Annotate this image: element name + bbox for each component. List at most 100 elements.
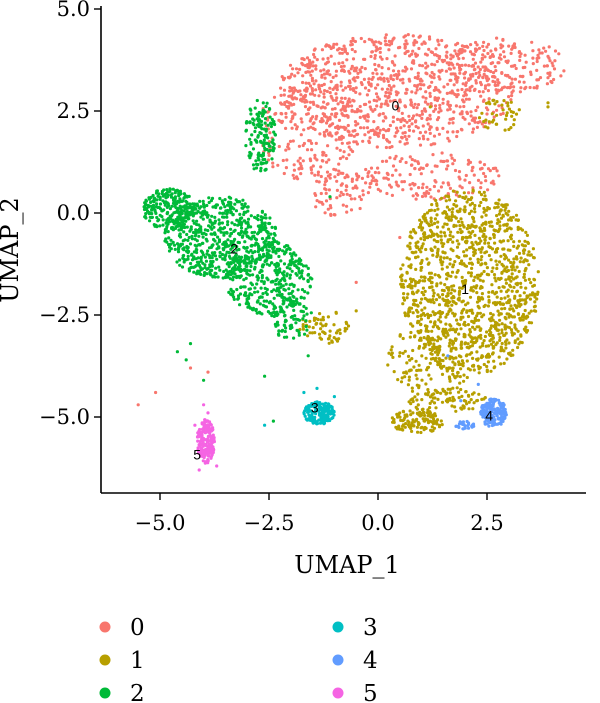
data-point	[455, 130, 459, 134]
data-point	[479, 336, 483, 340]
data-point	[227, 265, 231, 269]
data-point	[294, 259, 298, 263]
data-point	[295, 175, 299, 179]
data-point	[343, 96, 347, 100]
data-point	[442, 85, 446, 89]
data-point	[274, 282, 278, 286]
data-point	[427, 343, 431, 347]
data-point	[428, 131, 432, 135]
data-point	[346, 123, 350, 128]
data-point	[445, 50, 449, 54]
data-point	[507, 218, 511, 222]
data-point	[401, 131, 405, 135]
data-point	[446, 164, 450, 168]
data-point	[513, 303, 517, 307]
data-point	[440, 38, 444, 43]
data-point	[372, 43, 376, 47]
data-point	[439, 337, 443, 341]
data-point	[162, 188, 166, 192]
data-point	[476, 65, 480, 69]
data-point	[222, 247, 226, 252]
data-point	[308, 319, 312, 323]
data-point	[433, 388, 437, 392]
data-point	[249, 112, 253, 116]
data-point	[449, 230, 453, 234]
data-point	[435, 418, 440, 422]
data-point	[501, 247, 505, 251]
data-point	[156, 205, 160, 210]
data-point	[466, 426, 471, 430]
data-point	[433, 217, 437, 221]
data-point	[453, 312, 457, 316]
data-point	[334, 168, 338, 172]
data-point	[259, 286, 263, 290]
data-point	[465, 236, 469, 240]
data-point	[244, 144, 248, 148]
data-point	[228, 234, 232, 238]
data-point	[440, 267, 444, 271]
data-point	[318, 421, 323, 425]
data-point	[270, 225, 274, 229]
data-point	[535, 297, 539, 301]
data-point	[215, 242, 219, 246]
data-point	[287, 287, 291, 291]
data-point	[273, 225, 277, 229]
data-point	[374, 40, 378, 44]
data-point	[186, 214, 190, 218]
data-point	[528, 85, 532, 90]
data-point	[500, 71, 504, 75]
data-point	[202, 205, 206, 209]
data-point	[175, 188, 179, 192]
data-point	[210, 223, 214, 227]
data-point	[477, 236, 481, 240]
data-point	[229, 196, 233, 200]
data-point	[475, 125, 479, 129]
data-point	[482, 40, 486, 45]
data-point	[489, 369, 493, 373]
data-point	[459, 355, 463, 359]
data-point	[223, 256, 227, 260]
data-point	[347, 69, 351, 73]
data-point	[324, 62, 328, 66]
data-point	[522, 251, 526, 255]
data-point	[473, 61, 478, 65]
data-point	[416, 71, 420, 75]
data-point	[291, 304, 295, 308]
data-point	[281, 249, 285, 253]
data-point	[463, 49, 467, 53]
data-point	[362, 77, 366, 81]
data-point	[393, 63, 397, 67]
data-point	[463, 205, 467, 209]
data-point	[519, 334, 523, 338]
data-point	[451, 121, 455, 125]
data-point	[529, 281, 533, 285]
data-point	[315, 403, 319, 407]
data-point	[469, 286, 473, 290]
data-point	[306, 266, 310, 270]
data-point	[279, 306, 283, 310]
data-point	[143, 215, 147, 219]
data-point	[513, 294, 517, 298]
data-point	[553, 59, 557, 63]
data-point	[461, 427, 465, 431]
data-point	[354, 280, 358, 284]
data-point	[270, 314, 274, 318]
data-point	[372, 98, 376, 102]
data-point	[373, 62, 377, 67]
data-point	[351, 77, 355, 81]
data-point	[260, 312, 264, 316]
data-point	[232, 250, 236, 254]
data-point	[475, 357, 479, 361]
data-point	[384, 176, 388, 180]
data-point	[256, 300, 260, 304]
data-point	[235, 275, 239, 280]
data-point	[414, 241, 418, 245]
data-point	[392, 73, 397, 77]
data-point	[527, 277, 531, 281]
data-point	[444, 45, 448, 49]
data-point	[249, 264, 253, 269]
data-point	[206, 249, 210, 253]
data-point	[345, 204, 349, 208]
data-point	[548, 71, 552, 75]
data-point	[515, 275, 519, 279]
